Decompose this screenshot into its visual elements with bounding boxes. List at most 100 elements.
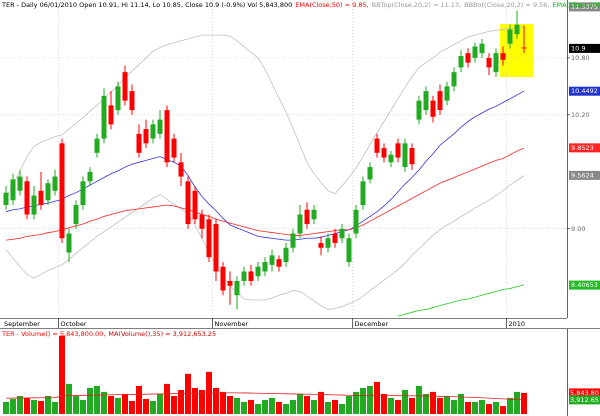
candle-body bbox=[493, 53, 499, 73]
volume-bar bbox=[276, 401, 282, 414]
volume-bar bbox=[248, 399, 254, 414]
volume-bar bbox=[234, 397, 240, 414]
volume-bar bbox=[178, 389, 184, 414]
candle-body bbox=[73, 205, 79, 225]
price-tag-label: 8.40653 bbox=[571, 281, 598, 289]
candle-body bbox=[381, 148, 387, 158]
volume-bar bbox=[262, 399, 268, 414]
volume-bar bbox=[171, 395, 177, 414]
volume-bar bbox=[297, 393, 303, 414]
volume-bar bbox=[318, 391, 324, 414]
candle-body bbox=[157, 119, 163, 134]
volume-bar bbox=[486, 403, 492, 414]
price-tag-label: 10.4492 bbox=[571, 87, 598, 95]
candle-body bbox=[416, 100, 422, 120]
header-item: TER - Volume() = 5,843,800.00, bbox=[1, 330, 105, 338]
volume-bar bbox=[360, 387, 366, 414]
candle-body bbox=[234, 280, 240, 296]
candle-body bbox=[465, 53, 471, 63]
price-tag-label: 10.9 bbox=[571, 44, 585, 52]
volume-bar bbox=[185, 373, 191, 414]
candle-body bbox=[10, 179, 16, 201]
volume-bar bbox=[213, 387, 219, 414]
candle-body bbox=[143, 129, 149, 144]
candle-body bbox=[297, 214, 303, 234]
volume-bar bbox=[45, 395, 51, 414]
volume-tag-label: 3,912.65 bbox=[570, 396, 599, 404]
candle-body bbox=[108, 105, 114, 125]
volume-bar bbox=[24, 397, 30, 414]
volume-bar bbox=[283, 403, 289, 414]
y-tick-label: 10.80 bbox=[571, 54, 590, 62]
volume-bar bbox=[458, 393, 464, 414]
candle-body bbox=[409, 148, 415, 165]
candle-body bbox=[437, 91, 443, 111]
volume-bar bbox=[241, 401, 247, 414]
candle-body bbox=[458, 56, 464, 68]
volume-bar bbox=[255, 403, 261, 414]
volume-bar bbox=[220, 391, 226, 414]
candle-body bbox=[150, 124, 156, 139]
volume-bar bbox=[409, 397, 415, 414]
candle-body bbox=[241, 271, 247, 281]
volume-bar bbox=[59, 335, 65, 414]
volume-bar bbox=[493, 401, 499, 414]
candle-body bbox=[171, 138, 177, 158]
volume-bar bbox=[381, 393, 387, 414]
volume-bar bbox=[437, 397, 443, 414]
volume-bar bbox=[143, 398, 149, 414]
candle-body bbox=[444, 86, 450, 101]
volume-bar bbox=[500, 405, 506, 414]
candle-body bbox=[479, 43, 485, 54]
candle-body bbox=[500, 53, 506, 60]
volume-bar bbox=[290, 399, 296, 414]
price-tag bbox=[569, 170, 600, 180]
volume-bar bbox=[157, 393, 163, 414]
candle-body bbox=[122, 72, 128, 101]
volume-bar bbox=[150, 400, 156, 414]
volume-bar bbox=[304, 395, 310, 414]
candle-body bbox=[94, 138, 100, 153]
candle-body bbox=[80, 181, 86, 206]
volume-tag bbox=[569, 388, 600, 398]
volume-bar bbox=[136, 385, 142, 414]
volume-bar bbox=[430, 391, 436, 414]
candle-body bbox=[325, 238, 331, 248]
candle-body bbox=[486, 57, 492, 68]
volume-bar bbox=[38, 400, 44, 414]
candle-body bbox=[38, 190, 44, 206]
candle-body bbox=[129, 91, 135, 111]
volume-bar bbox=[451, 399, 457, 414]
candle-body bbox=[423, 91, 429, 111]
volume-tag bbox=[569, 395, 600, 405]
volume-bar bbox=[3, 401, 9, 414]
volume-bar bbox=[353, 391, 359, 414]
volume-bar bbox=[66, 383, 72, 414]
candle-body bbox=[269, 255, 275, 265]
candle-body bbox=[248, 271, 254, 281]
volume-bar bbox=[472, 401, 478, 414]
candle-body bbox=[521, 47, 527, 49]
volume-bar bbox=[164, 383, 170, 414]
candle-body bbox=[206, 219, 212, 258]
price-tag-label: 9.5624 bbox=[571, 171, 594, 179]
candle-body bbox=[451, 72, 457, 87]
volume-bar bbox=[269, 397, 275, 414]
candle-body bbox=[220, 266, 226, 291]
volume-bar bbox=[367, 385, 373, 414]
volume-bar bbox=[521, 392, 527, 414]
candle-body bbox=[31, 195, 37, 215]
candle-body bbox=[402, 143, 408, 168]
volume-bar bbox=[122, 393, 128, 414]
volume-bar bbox=[80, 399, 86, 414]
candle-body bbox=[318, 243, 324, 248]
header-item: BBBot(Close,20,2) = 9.56, bbox=[464, 1, 549, 9]
volume-bar bbox=[507, 397, 513, 414]
volume-bar bbox=[108, 395, 114, 414]
volume-bar bbox=[465, 401, 471, 414]
x-tick-label: 2010 bbox=[509, 320, 526, 328]
volume-bar bbox=[73, 395, 79, 414]
candle-body bbox=[262, 261, 268, 272]
